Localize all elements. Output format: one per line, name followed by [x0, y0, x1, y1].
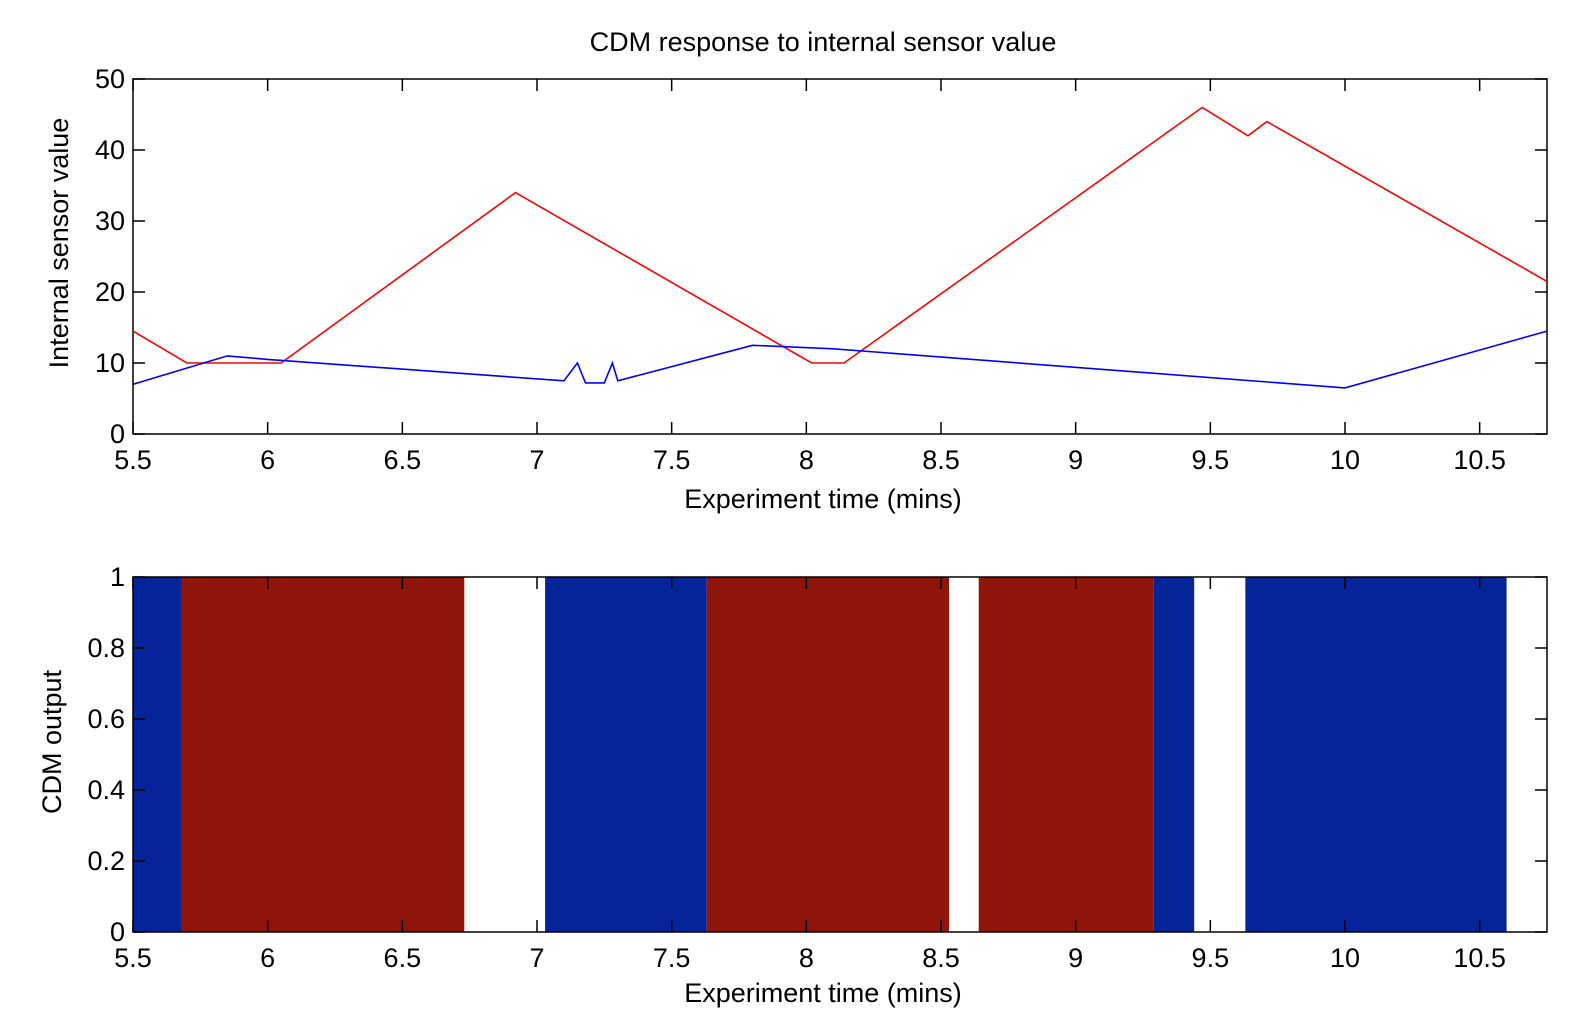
series-line-1	[132, 330, 1548, 389]
sensor-plot-ytick-label: 10	[95, 348, 125, 378]
cdm-output-plot-xtick-label: 10.5	[1453, 943, 1506, 973]
sensor-plot-xtick-label: 7	[529, 445, 544, 475]
sensor-plot-xlabel: Experiment time (mins)	[684, 484, 962, 514]
cdm-output-plot-xtick-label: 10	[1330, 943, 1360, 973]
sensor-plot-ytick-label: 20	[95, 277, 125, 307]
cdm-output-plot-ytick-label: 0.2	[87, 846, 125, 876]
sensor-plot-xtick-label: 6	[260, 445, 275, 475]
cdm-output-plot-ytick-label: 0.6	[87, 704, 125, 734]
sensor-plot-xtick-label: 10.5	[1453, 445, 1506, 475]
sensor-plot-ylabel: Internal sensor value	[44, 118, 74, 369]
output-segment-blue	[1153, 577, 1195, 932]
output-segment-blue	[133, 577, 182, 932]
cdm-output-plot-ytick-label: 0.4	[87, 775, 125, 805]
cdm-output-plot-frame	[132, 576, 1548, 933]
sensor-plot-ytick-label: 0	[110, 419, 125, 449]
cdm-output-plot-xtick-label: 9	[1068, 943, 1083, 973]
cdm-output-plot-ticks: 5.5 6 6.5 7 7.5 8 8.5 9 9.5 10 10.5 0 0.2 0.4 0.6 0.8 1	[87, 562, 1547, 973]
cdm-output-plot-xtick-label: 6.5	[384, 943, 422, 973]
cdm-output-plot-ylabel: CDM output	[37, 669, 67, 814]
cdm-output-plot-xtick-label: 6	[260, 943, 275, 973]
chart-title: CDM response to internal sensor value	[590, 27, 1057, 57]
series-line-0	[132, 106, 1548, 364]
cdm-output-plot-xtick-label: 8.5	[922, 943, 960, 973]
sensor-plot-ytick-label: 40	[95, 135, 125, 165]
sensor-plot-xtick-label: 9	[1068, 445, 1083, 475]
sensor-plot-xtick-label: 8	[799, 445, 814, 475]
output-segment-blue	[1245, 577, 1507, 932]
sensor-plot-xtick-label: 8.5	[922, 445, 960, 475]
sensor-plot-series	[132, 106, 1548, 389]
sensor-plot-frame	[132, 78, 1548, 435]
cdm-output-plot-xtick-label: 7.5	[653, 943, 691, 973]
cdm-output-plot-ytick-label: 1	[110, 562, 125, 592]
cdm-output-plot: 5.5 6 6.5 7 7.5 8 8.5 9 9.5 10 10.500.20.40.60.81 …	[37, 562, 1548, 1008]
output-segment-red	[706, 577, 950, 932]
cdm-output-plot-xtick-label: 5.5	[114, 943, 152, 973]
sensor-plot-xtick-label: 7.5	[653, 445, 691, 475]
output-segment-red	[978, 577, 1154, 932]
output-segment-blue	[545, 577, 707, 932]
sensor-plot-xtick-label: 6.5	[384, 445, 422, 475]
sensor-plot-xtick-label: 5.5	[114, 445, 152, 475]
cdm-output-plot-xtick-label: 8	[799, 943, 814, 973]
cdm-output-plot-ytick-label: 0.8	[87, 633, 125, 663]
cdm-output-plot-xlabel: Experiment time (mins)	[684, 978, 962, 1008]
sensor-plot-xtick-label: 9.5	[1192, 445, 1230, 475]
sensor-plot-ytick-label: 30	[95, 206, 125, 236]
cdm-output-plot-xtick-label: 7	[529, 943, 544, 973]
cdm-output-plot-xtick-label: 9.5	[1192, 943, 1230, 973]
output-segment-red	[181, 577, 465, 932]
sensor-plot-xtick-label: 10	[1330, 445, 1360, 475]
sensor-plot-ytick-label: 50	[95, 64, 125, 94]
cdm-output-plot-ytick-label: 0	[110, 917, 125, 947]
sensor-plot: 5.5 6 6.5 7 7.5 8 8.5 9 9.5 10 10.5 0 10 20 30 40 50 Exp…	[44, 64, 1548, 514]
sensor-plot-ticks: 5.5 6 6.5 7 7.5 8 8.5 9 9.5 10 10.5 0 10 20 30 40 50	[95, 64, 1547, 475]
cdm-output-segments	[133, 577, 1507, 932]
